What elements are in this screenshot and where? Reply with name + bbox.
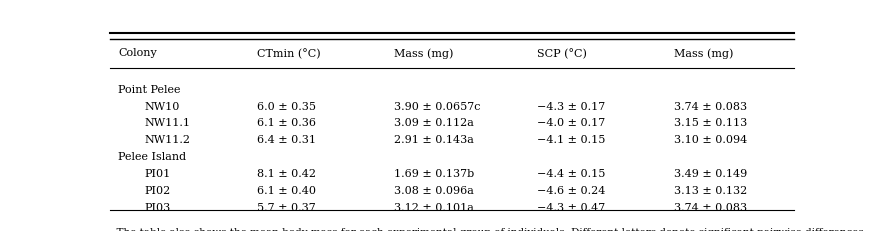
Text: −4.4 ± 0.15: −4.4 ± 0.15 bbox=[537, 169, 606, 179]
Text: PI01: PI01 bbox=[145, 169, 171, 179]
Text: NW11.2: NW11.2 bbox=[145, 135, 191, 145]
Text: 3.74 ± 0.083: 3.74 ± 0.083 bbox=[674, 102, 747, 112]
Text: SCP (°C): SCP (°C) bbox=[537, 48, 587, 59]
Text: 6.4 ± 0.31: 6.4 ± 0.31 bbox=[258, 135, 317, 145]
Text: 2.91 ± 0.143a: 2.91 ± 0.143a bbox=[394, 135, 474, 145]
Text: −4.6 ± 0.24: −4.6 ± 0.24 bbox=[537, 186, 606, 196]
Text: 6.0 ± 0.35: 6.0 ± 0.35 bbox=[258, 102, 317, 112]
Text: −4.3 ± 0.47: −4.3 ± 0.47 bbox=[537, 203, 606, 213]
Text: 3.12 ± 0.101a: 3.12 ± 0.101a bbox=[394, 203, 474, 213]
Text: −4.0 ± 0.17: −4.0 ± 0.17 bbox=[537, 119, 606, 128]
Text: PI03: PI03 bbox=[145, 203, 171, 213]
Text: 3.08 ± 0.096a: 3.08 ± 0.096a bbox=[394, 186, 474, 196]
Text: Mass (mg): Mass (mg) bbox=[674, 48, 734, 59]
Text: The table also shows the mean body mass for each experimental group of individua: The table also shows the mean body mass … bbox=[110, 228, 864, 231]
Text: PI02: PI02 bbox=[145, 186, 171, 196]
Text: 5.7 ± 0.37: 5.7 ± 0.37 bbox=[258, 203, 316, 213]
Text: 3.13 ± 0.132: 3.13 ± 0.132 bbox=[674, 186, 747, 196]
Text: NW11.1: NW11.1 bbox=[145, 119, 191, 128]
Text: CTmin (°C): CTmin (°C) bbox=[258, 48, 321, 59]
Text: −4.3 ± 0.17: −4.3 ± 0.17 bbox=[537, 102, 606, 112]
Text: 3.10 ± 0.094: 3.10 ± 0.094 bbox=[674, 135, 747, 145]
Text: 8.1 ± 0.42: 8.1 ± 0.42 bbox=[258, 169, 317, 179]
Text: 3.09 ± 0.112a: 3.09 ± 0.112a bbox=[394, 119, 474, 128]
Text: 6.1 ± 0.36: 6.1 ± 0.36 bbox=[258, 119, 317, 128]
Text: 3.15 ± 0.113: 3.15 ± 0.113 bbox=[674, 119, 747, 128]
Text: Pelee Island: Pelee Island bbox=[118, 152, 187, 162]
Text: 3.49 ± 0.149: 3.49 ± 0.149 bbox=[674, 169, 747, 179]
Text: Mass (mg): Mass (mg) bbox=[394, 48, 453, 59]
Text: 3.90 ± 0.0657c: 3.90 ± 0.0657c bbox=[394, 102, 481, 112]
Text: NW10: NW10 bbox=[145, 102, 180, 112]
Text: 1.69 ± 0.137b: 1.69 ± 0.137b bbox=[394, 169, 475, 179]
Text: 6.1 ± 0.40: 6.1 ± 0.40 bbox=[258, 186, 317, 196]
Text: 3.74 ± 0.083: 3.74 ± 0.083 bbox=[674, 203, 747, 213]
Text: −4.1 ± 0.15: −4.1 ± 0.15 bbox=[537, 135, 606, 145]
Text: Colony: Colony bbox=[118, 48, 157, 58]
Text: Point Pelee: Point Pelee bbox=[118, 85, 181, 95]
